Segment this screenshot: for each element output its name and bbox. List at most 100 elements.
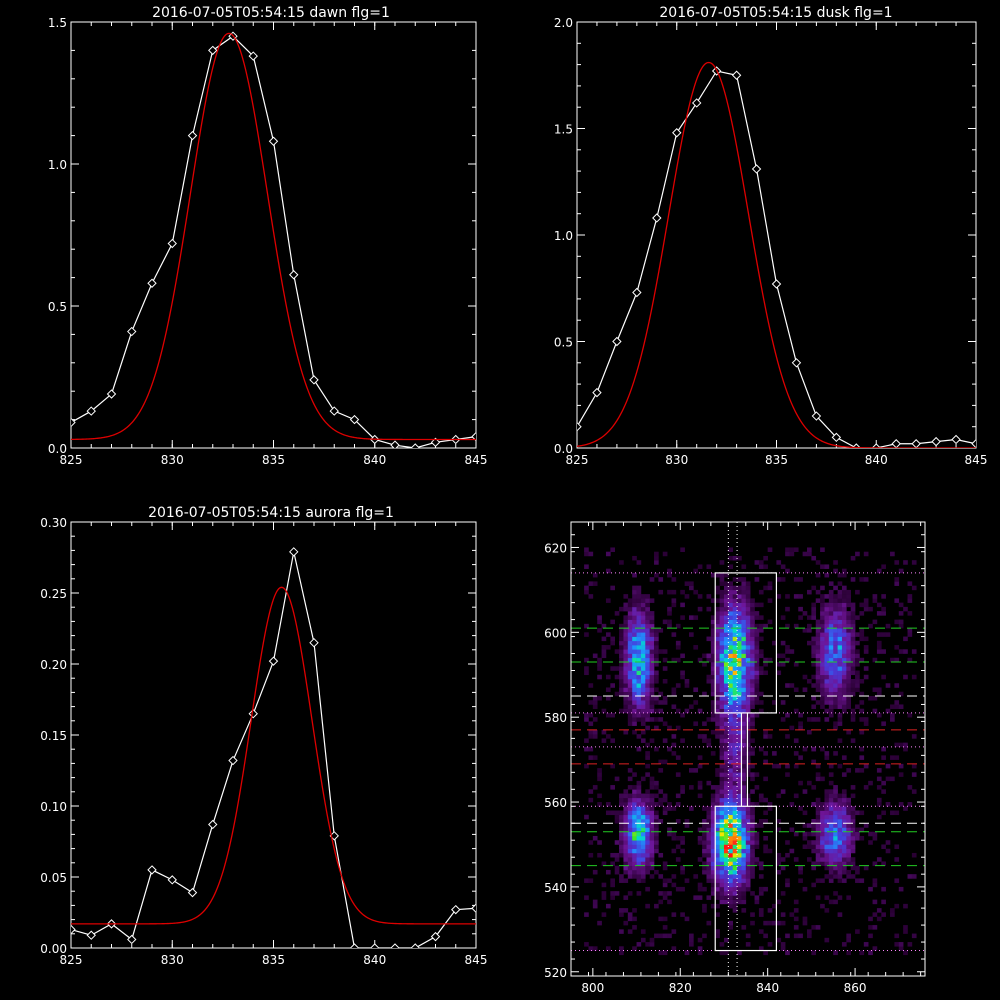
image-pixel: [741, 666, 747, 671]
image-pixel: [903, 903, 908, 909]
image-pixel: [820, 691, 825, 697]
image-pixel: [741, 802, 747, 807]
image-pixel: [723, 695, 729, 701]
image-pixel: [750, 632, 755, 637]
image-pixel: [863, 942, 869, 947]
x-tick-label: 845: [465, 453, 488, 467]
image-pixel: [907, 874, 913, 879]
image-pixel: [824, 606, 830, 612]
image-pixel: [640, 806, 646, 811]
image-pixel: [772, 751, 777, 756]
image-pixel: [715, 687, 720, 693]
image-pixel: [649, 874, 655, 879]
image-pixel: [636, 662, 642, 667]
image-pixel: [649, 848, 655, 854]
image-pixel: [623, 823, 629, 828]
image-pixel: [715, 695, 720, 701]
image-pixel: [719, 691, 725, 697]
image-pixel: [837, 691, 843, 697]
image-pixel: [719, 674, 725, 680]
image-pixel: [793, 925, 799, 930]
image-pixel: [706, 869, 712, 875]
image-pixel: [741, 789, 747, 794]
image-pixel: [588, 755, 594, 760]
image-pixel: [728, 768, 734, 773]
image-pixel: [627, 848, 633, 854]
image-pixel: [632, 606, 637, 612]
image-pixel: [824, 819, 830, 824]
image-pixel: [658, 802, 664, 807]
image-pixel: [833, 628, 838, 633]
image-pixel: [824, 844, 830, 850]
image-pixel: [640, 640, 646, 646]
image-pixel: [732, 759, 738, 765]
image-pixel: [645, 678, 650, 684]
image-pixel: [715, 645, 720, 650]
image-pixel: [745, 721, 751, 726]
image-pixel: [828, 628, 834, 633]
image-pixel: [859, 708, 865, 714]
image-pixel: [728, 581, 734, 586]
image-pixel: [723, 763, 729, 769]
image-pixel: [689, 806, 694, 811]
image-pixel: [667, 933, 672, 939]
image-pixel: [750, 802, 755, 807]
image-pixel: [640, 738, 646, 743]
image-pixel: [732, 683, 738, 688]
image-pixel: [627, 916, 633, 922]
image-pixel: [833, 606, 838, 612]
image-pixel: [815, 823, 821, 828]
image-pixel: [627, 823, 633, 828]
image-pixel: [903, 560, 908, 565]
image-pixel: [627, 619, 633, 625]
image-pixel: [728, 814, 734, 820]
image-pixel: [793, 687, 799, 693]
plot-area: [577, 61, 976, 448]
data-point-marker: [652, 213, 662, 223]
image-pixel: [640, 636, 646, 642]
image-pixel: [833, 700, 838, 705]
image-pixel: [671, 751, 677, 756]
image-pixel: [758, 666, 764, 671]
image-pixel: [824, 564, 830, 569]
image-pixel: [785, 657, 790, 663]
image-pixel: [723, 878, 729, 883]
image-pixel: [627, 606, 633, 612]
image-pixel: [745, 865, 751, 871]
image-pixel: [894, 704, 900, 709]
image-pixel: [741, 670, 747, 676]
image-pixel: [680, 789, 685, 794]
image-pixel: [833, 653, 838, 659]
image-pixel: [855, 678, 860, 684]
image-pixel: [841, 666, 847, 671]
image-pixel: [745, 691, 751, 697]
image-pixel: [785, 568, 790, 574]
image-pixel: [645, 789, 650, 794]
image-pixel: [654, 844, 659, 850]
image-pixel: [662, 759, 668, 765]
image-pixel: [732, 776, 738, 782]
image-pixel: [632, 662, 637, 667]
image-pixel: [758, 589, 764, 595]
image-pixel: [584, 585, 589, 591]
image-pixel: [815, 810, 821, 816]
image-pixel: [723, 814, 729, 820]
image-pixel: [671, 912, 677, 917]
image-pixel: [850, 810, 856, 816]
image-pixel: [588, 551, 594, 557]
image-pixel: [619, 793, 624, 799]
image-pixel: [907, 632, 913, 637]
image-pixel: [837, 857, 843, 862]
image-pixel: [710, 806, 716, 811]
image-pixel: [597, 695, 602, 701]
image-pixel: [811, 683, 817, 688]
image-pixel: [841, 878, 847, 883]
image-pixel: [741, 763, 747, 769]
image-pixel: [640, 857, 646, 862]
image-pixel: [745, 602, 751, 608]
image-pixel: [723, 886, 729, 892]
image-pixel: [719, 874, 725, 879]
image-pixel: [846, 636, 852, 642]
image-pixel: [780, 789, 786, 794]
image-pixel: [872, 878, 878, 883]
